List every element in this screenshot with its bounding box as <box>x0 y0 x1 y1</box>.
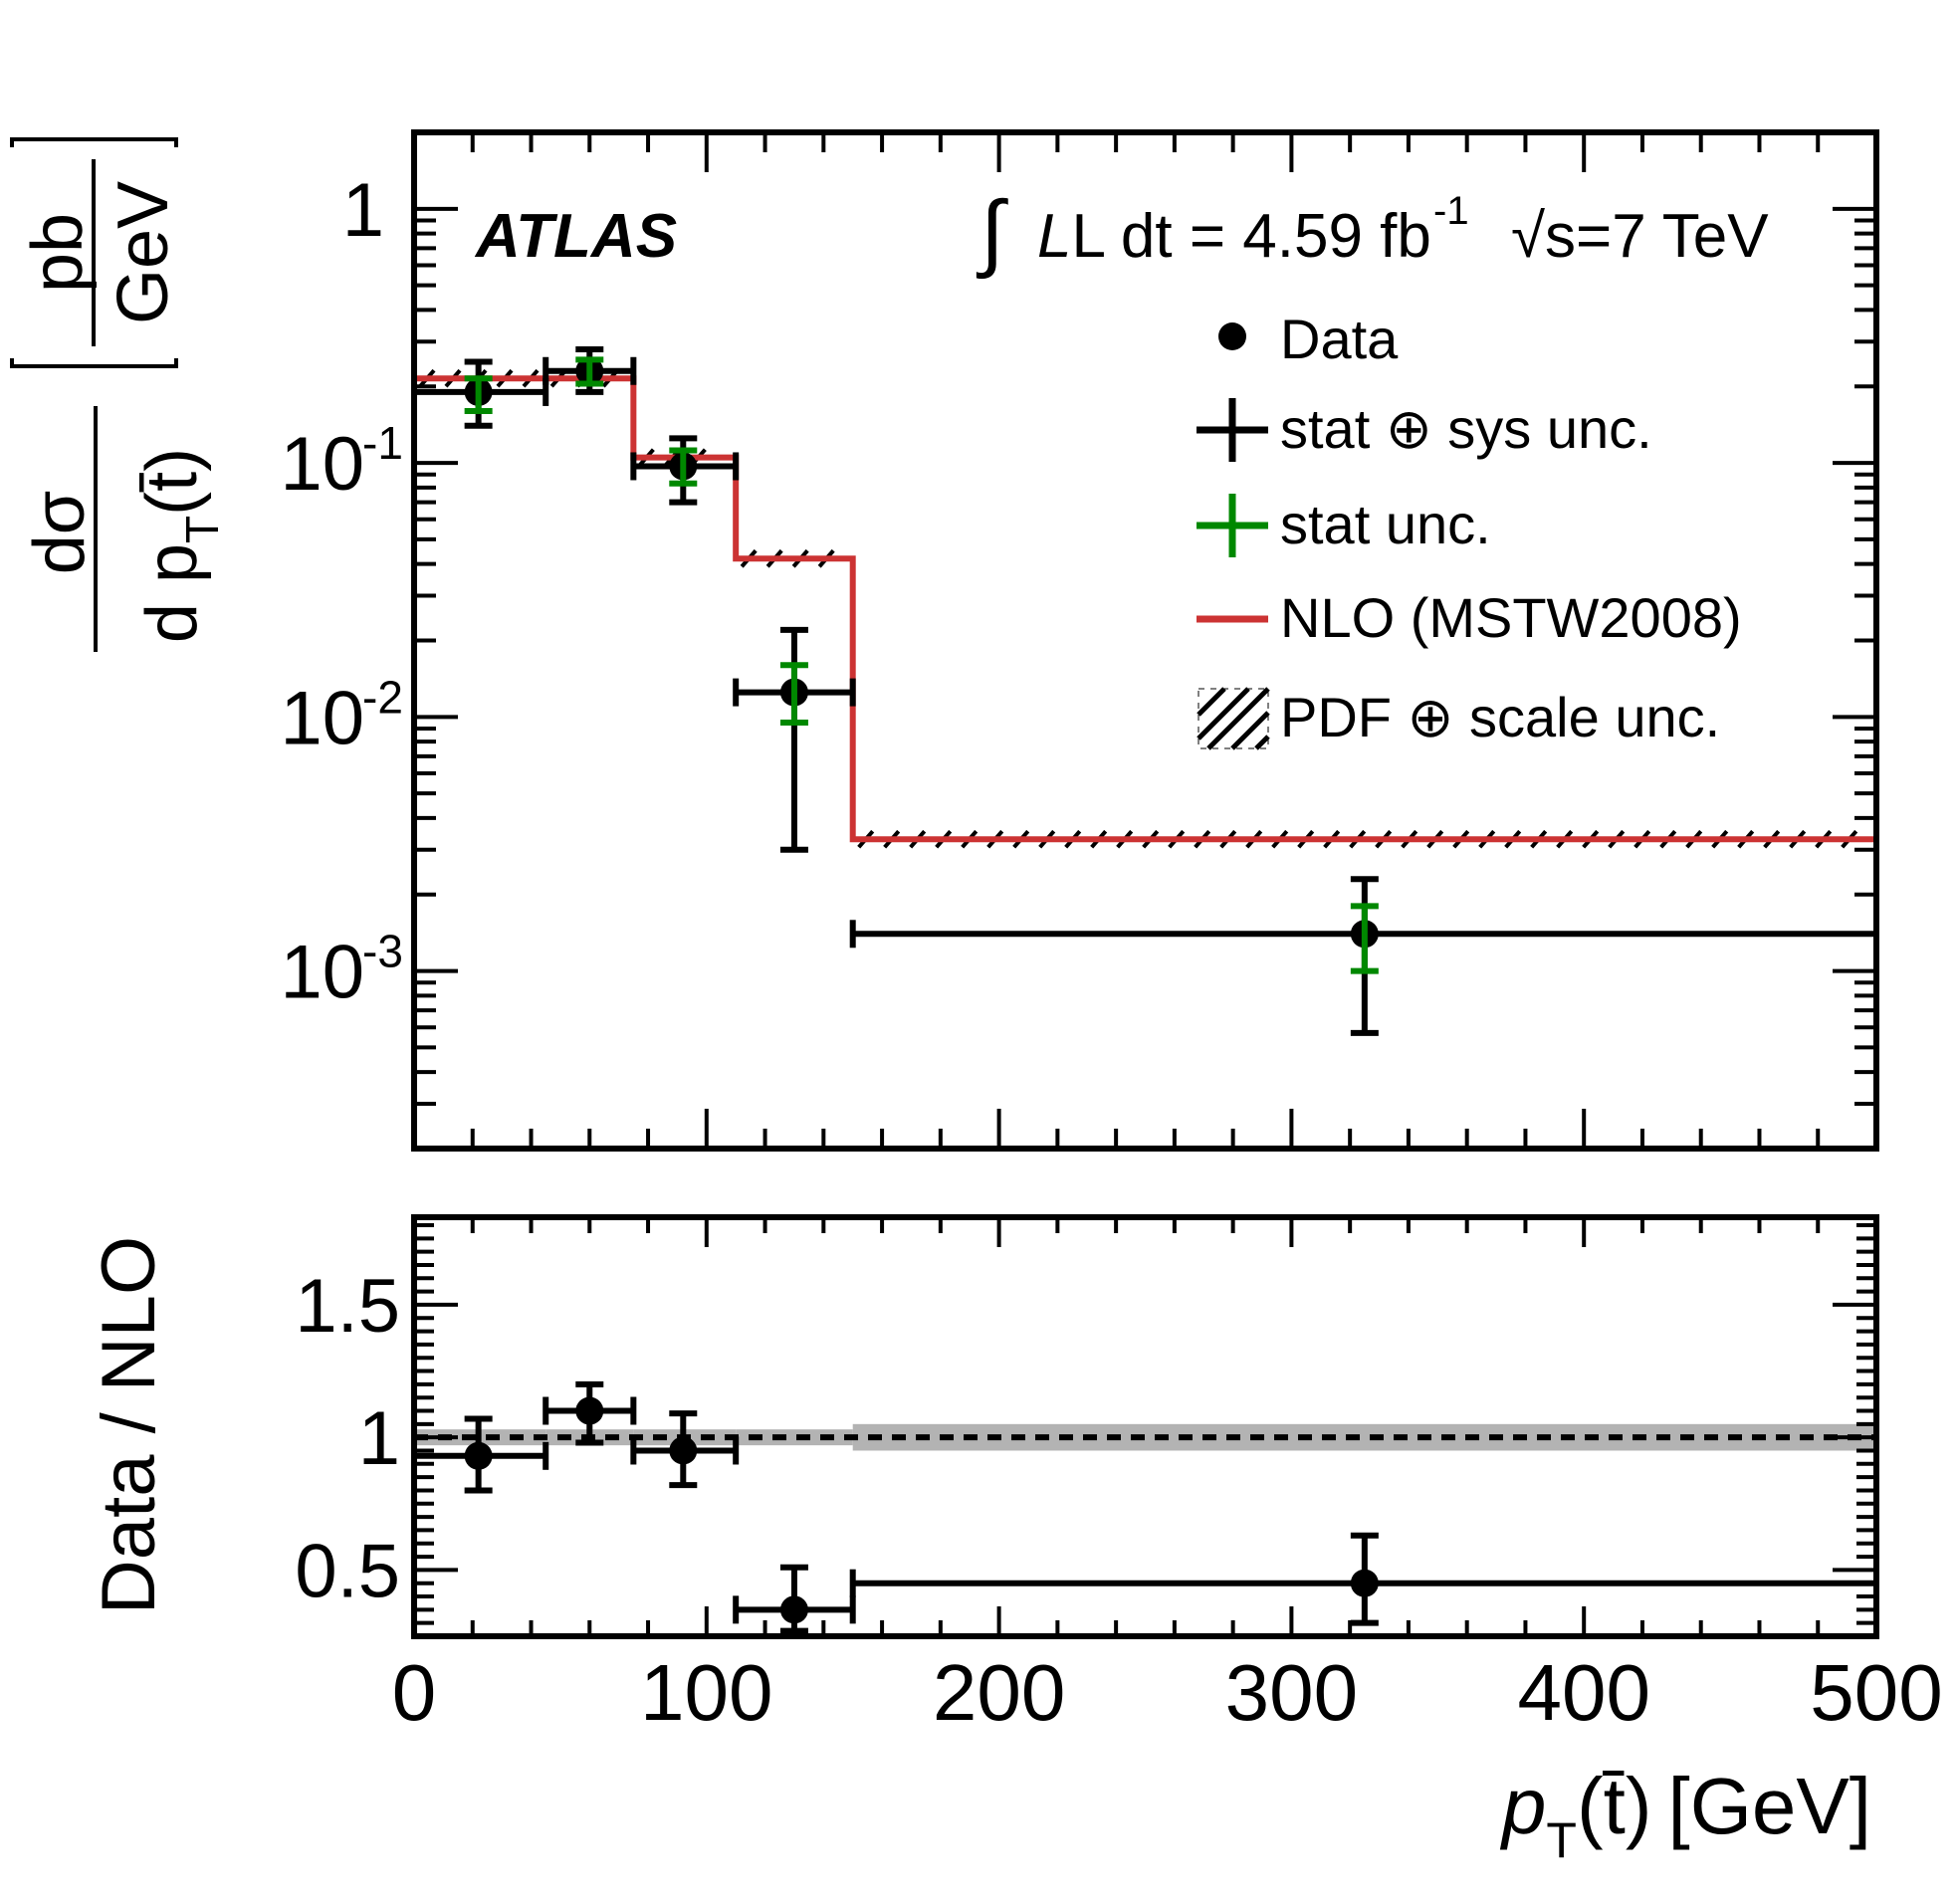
sqrt-symbol: √ <box>1511 202 1545 271</box>
y-title-unit-bracket <box>10 137 178 368</box>
ratio-band-segment <box>736 1429 853 1446</box>
legend-label-band: PDF ⊕ scale unc. <box>1280 686 1720 748</box>
x-tick-labels: 0 100 200 300 400 500 <box>392 1648 1943 1737</box>
main-y-tick-base: 10 <box>280 676 364 760</box>
ratio-band-segment <box>852 1423 1877 1451</box>
legend-label-nlo: NLO (MSTW2008) <box>1280 586 1742 649</box>
nlo-prediction-line <box>411 375 1876 1149</box>
main-y-tick-exponent: -1 <box>362 417 403 469</box>
legend-label-stat-unc: stat unc. <box>1280 493 1491 555</box>
legend-label-data: Data <box>1280 308 1399 370</box>
main-y-tick-label: 1 <box>342 168 384 253</box>
x-axis-title: pT(t̄) [GeV] <box>1500 1762 1871 1868</box>
ratio-y-tick-label: 1 <box>358 1396 400 1481</box>
ratio-panel: 1.5 1 0.5 0 100 200 300 400 500 Data / NLO pT(t… <box>87 1214 1943 1868</box>
y-title-unit-denominator: GeV <box>104 181 183 324</box>
main-panel: 110-110-210-3 ATLAS ∫ LL dt = 4.59 fb -1… <box>10 129 1879 1152</box>
experiment-label: ATLAS <box>474 202 677 271</box>
main-data-points <box>411 345 1879 1036</box>
main-y-tick-exponent: -2 <box>362 671 403 723</box>
x-tick-label: 300 <box>1225 1648 1358 1737</box>
legend-data-marker <box>1218 322 1246 350</box>
ratio-y-axis-title: Data / NLO <box>87 1236 171 1614</box>
main-y-tick-base: 1 <box>342 168 384 253</box>
main-y-tick-labels: 110-110-210-3 <box>280 168 402 1015</box>
integral-symbol: ∫ <box>976 184 1008 280</box>
lumi-label: LL dt = 4.59 fb <box>1037 202 1431 271</box>
y-title-denominator: d pT(t̄) <box>132 448 228 643</box>
legend-total-unc-marker <box>1197 398 1268 462</box>
lumi-label-group: ∫ LL dt = 4.59 fb -1 √ s=7 TeV <box>976 184 1769 280</box>
ratio-data-point <box>1350 1569 1379 1597</box>
main-y-tick-label: 10 <box>280 676 364 760</box>
y-title-unit-numerator: pb <box>18 213 98 293</box>
x-tick-label: 0 <box>392 1648 437 1737</box>
y-title-numerator: dσ <box>20 491 100 574</box>
ratio-data-point <box>669 1436 698 1465</box>
main-y-axis-title: dσ d pT(t̄) pb GeV <box>10 137 228 652</box>
ratio-data-point <box>575 1396 604 1425</box>
main-frame <box>411 129 1879 1152</box>
ratio-frame <box>411 1214 1879 1639</box>
x-tick-label: 500 <box>1810 1648 1942 1737</box>
energy-label: s=7 TeV <box>1545 202 1769 271</box>
ratio-data-point <box>779 1595 808 1624</box>
ratio-y-tick-label: 1.5 <box>295 1264 400 1349</box>
main-y-tick-base: 10 <box>280 931 364 1015</box>
legend-stat-unc-marker <box>1197 494 1268 557</box>
main-y-tick-label: 10 <box>280 931 364 1015</box>
legend-label-total-unc: stat ⊕ sys unc. <box>1280 397 1652 460</box>
ratio-data-point <box>464 1441 493 1470</box>
legend-band-marker <box>1197 687 1270 750</box>
main-axis-ticks <box>412 130 1878 1151</box>
main-y-tick-base: 10 <box>280 422 364 507</box>
x-tick-label: 400 <box>1517 1648 1649 1737</box>
main-y-tick-label: 10 <box>280 422 364 507</box>
x-tick-label: 100 <box>640 1648 772 1737</box>
ratio-y-tick-label: 0.5 <box>295 1529 400 1613</box>
ratio-data-points <box>411 1380 1879 1634</box>
main-y-tick-exponent: -3 <box>362 926 403 977</box>
lumi-exponent: -1 <box>1433 189 1469 233</box>
x-tick-label: 200 <box>933 1648 1065 1737</box>
ratio-y-tick-labels: 1.5 1 0.5 <box>295 1264 400 1613</box>
legend: Data stat ⊕ sys unc. stat unc. NLO (MSTW… <box>1197 308 1742 750</box>
